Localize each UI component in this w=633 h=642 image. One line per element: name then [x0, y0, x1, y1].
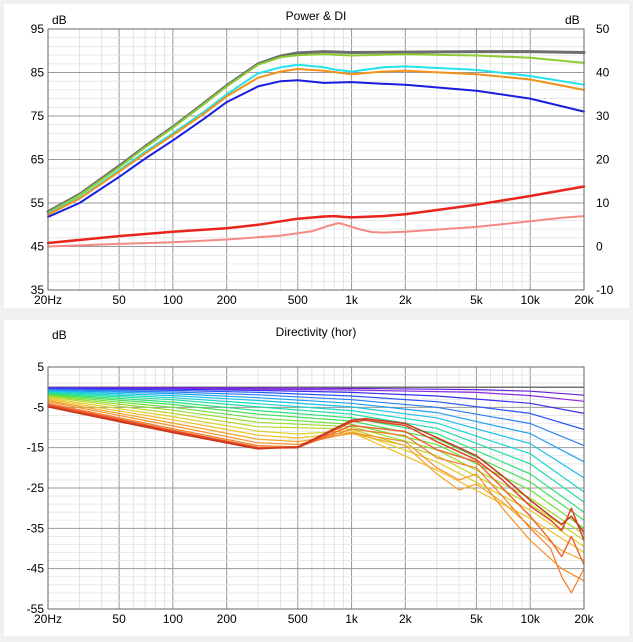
directivity-x-tick-label: 200 [217, 612, 237, 626]
power-di-series-line-3 [47, 63, 585, 215]
power-di-y2-tick-label: 10 [596, 196, 610, 210]
directivity-y-tick-label: -55 [27, 602, 45, 616]
directivity-x-tick-label: 1k [345, 612, 359, 626]
power-di-x-tick-label: 2k [399, 293, 413, 307]
directivity-series-line-2 [47, 387, 585, 396]
directivity-series-line-19 [47, 401, 585, 582]
power-di-series-line-7 [47, 215, 585, 248]
power-di-chart-title: Power & DI [286, 9, 347, 23]
power-di-x-tick-label: 5k [470, 293, 484, 307]
power-di-chart: 20Hz 50 100 200 500 1k 2k 5k 10k 20k9585756555453… [4, 4, 629, 308]
directivity-x-tick-label: 5k [470, 612, 484, 626]
power-di-series-line-5 [47, 79, 585, 218]
directivity-series-line-7 [47, 389, 585, 463]
power-di-y-tick-label: 95 [31, 22, 45, 36]
directivity-y-tick-label: -35 [27, 521, 45, 535]
power-di-left-axis-unit: dB [52, 13, 67, 27]
power-di-x-tick-label: 20k [574, 293, 594, 307]
power-di-y-tick-label: 35 [31, 283, 45, 297]
power-di-y2-tick-label: -10 [596, 283, 614, 297]
directivity-chart-title: Directivity (hor) [276, 325, 357, 339]
directivity-x-tick-label: 500 [288, 612, 308, 626]
directivity-series-line-10 [47, 392, 585, 503]
power-di-x-tick-label: 500 [288, 293, 308, 307]
directivity-series-line-8 [47, 390, 585, 479]
directivity-y-tick-label: 5 [37, 360, 44, 374]
directivity-series-line-20 [47, 402, 585, 594]
directivity-x-tick-label: 20Hz [34, 612, 62, 626]
power-di-x-tick-label: 1k [345, 293, 359, 307]
directivity-y-tick-label: -15 [27, 441, 45, 455]
directivity-x-tick-label: 2k [399, 612, 413, 626]
directivity-x-tick-label: 50 [112, 612, 126, 626]
directivity-series-line-23 [47, 406, 585, 534]
power-di-plot-frame [47, 28, 585, 291]
power-di-series-line-6 [46, 185, 586, 245]
directivity-series-line-6 [47, 389, 585, 447]
power-di-y2-tick-label: 30 [596, 109, 610, 123]
directivity-plot-frame [47, 366, 585, 610]
power-di-y2-tick-label: 0 [596, 240, 603, 254]
directivity-x-tick-label: 20k [574, 612, 594, 626]
power-di-x-tick-label: 200 [217, 293, 237, 307]
directivity-series-line-9 [47, 391, 585, 493]
directivity-series-line-14 [47, 395, 585, 535]
directivity-series-line-16 [47, 397, 585, 548]
directivity-series-line-11 [47, 393, 585, 513]
power-di-y-tick-label: 65 [31, 153, 45, 167]
power-di-y-tick-label: 75 [31, 109, 45, 123]
directivity-y-tick-label: -45 [27, 562, 45, 576]
directivity-series-line-18 [47, 399, 585, 562]
directivity-series-line-4 [47, 387, 585, 414]
power-di-y-tick-label: 45 [31, 240, 45, 254]
power-di-y-tick-label: 55 [31, 196, 45, 210]
directivity-chart: 20Hz 50 100 200 500 1k 2k 5k 10k 20k 5 -5 -15 -25 -35 -… [4, 320, 629, 636]
power-di-y-tick-label: 85 [31, 66, 45, 80]
power-di-right-axis-unit: dB [565, 13, 580, 27]
directivity-y-tick-label: -5 [33, 400, 44, 414]
directivity-y-tick-label: -25 [27, 481, 45, 495]
directivity-series-line-3 [47, 387, 585, 402]
directivity-series-line-13 [47, 394, 585, 529]
power-di-y2-tick-label: 50 [596, 22, 610, 36]
directivity-x-tick-label: 10k [521, 612, 541, 626]
power-di-x-tick-label: 50 [112, 293, 126, 307]
directivity-left-axis-unit: dB [52, 328, 67, 342]
power-di-series-line-4 [47, 68, 585, 216]
power-di-x-tick-label: 100 [163, 293, 183, 307]
power-di-panel-bg [4, 4, 629, 308]
power-di-x-tick-label: 20Hz [34, 293, 62, 307]
directivity-x-tick-label: 100 [163, 612, 183, 626]
directivity-panel-bg [4, 320, 629, 636]
power-di-y2-tick-label: 40 [596, 66, 610, 80]
directivity-series-line-5 [47, 388, 585, 431]
power-di-x-tick-label: 10k [521, 293, 541, 307]
power-di-y2-tick-label: 20 [596, 153, 610, 167]
power-di-series-line-2 [47, 53, 585, 214]
